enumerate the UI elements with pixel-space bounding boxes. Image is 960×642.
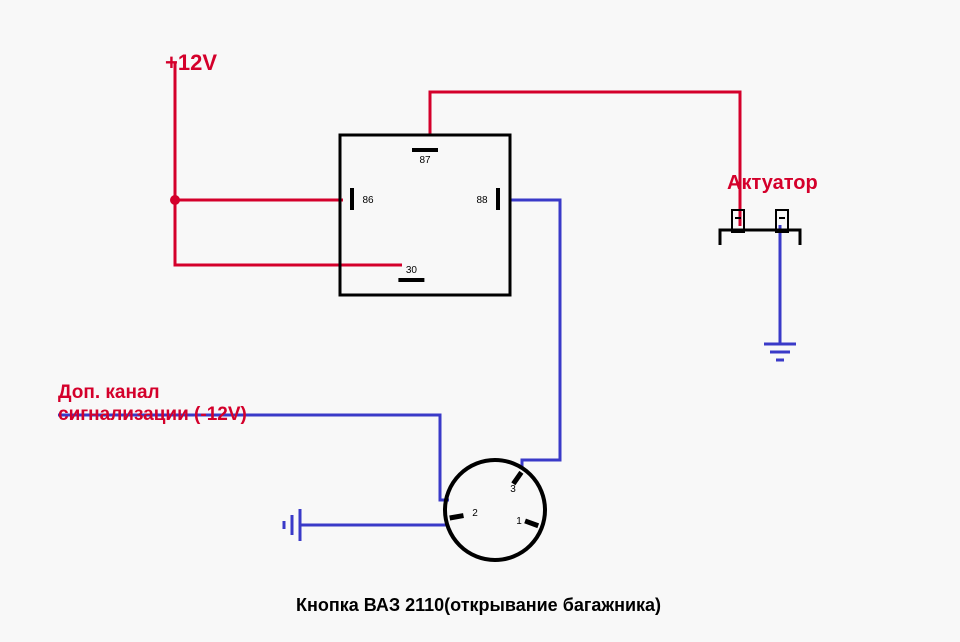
svg-text:3: 3 xyxy=(510,484,516,495)
wire-blue_86_to_button xyxy=(510,200,560,468)
svg-text:1: 1 xyxy=(516,516,522,527)
svg-text:88: 88 xyxy=(476,195,488,206)
svg-text:86: 86 xyxy=(362,195,374,206)
actuator-label: Актуатор xyxy=(727,172,818,195)
relay: 87 86 88 30 xyxy=(340,135,510,295)
button-switch: 3 2 1 xyxy=(445,460,545,560)
actuator-symbol xyxy=(720,210,800,245)
svg-text:30: 30 xyxy=(406,265,418,276)
ground-symbol-button xyxy=(284,509,300,541)
wire-red_12v_down_to_30 xyxy=(175,220,402,265)
signal-label: Доп. канал сигнализации (-12V) xyxy=(58,382,247,426)
ground-symbol xyxy=(764,340,796,360)
svg-text:2: 2 xyxy=(472,508,478,519)
wire-blue_signal_to_button xyxy=(58,415,449,500)
voltage-label: +12V xyxy=(165,50,217,76)
svg-text:87: 87 xyxy=(419,155,431,166)
button-caption: Кнопка ВАЗ 2110(открывание багажника) xyxy=(296,595,661,616)
junction-12v xyxy=(170,195,180,205)
